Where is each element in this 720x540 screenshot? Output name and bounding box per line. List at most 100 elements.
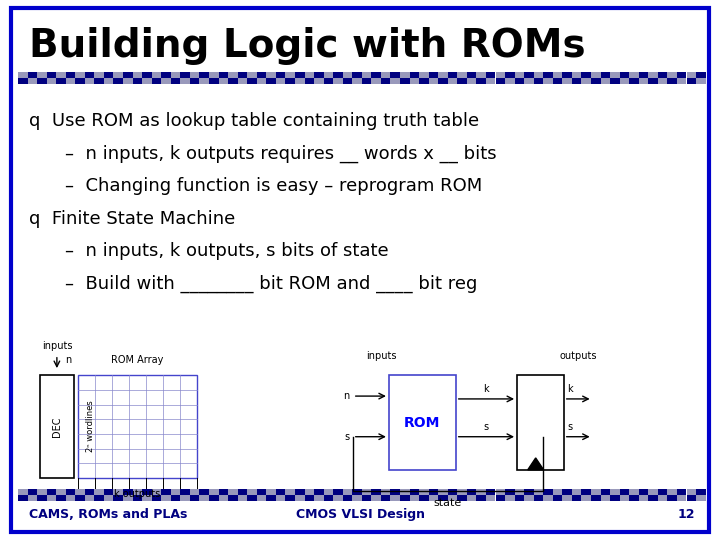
Bar <box>572 72 582 78</box>
Bar <box>238 78 247 84</box>
Bar <box>467 72 477 78</box>
Bar <box>381 495 390 501</box>
Bar <box>305 78 314 84</box>
Bar <box>76 72 85 78</box>
Text: –  n inputs, k outputs, s bits of state: – n inputs, k outputs, s bits of state <box>65 242 388 260</box>
Text: s: s <box>344 431 349 442</box>
Bar <box>438 495 448 501</box>
Bar <box>123 489 132 495</box>
Bar <box>419 72 428 78</box>
Text: k outputs: k outputs <box>114 489 161 499</box>
Bar <box>410 78 419 84</box>
Bar <box>667 489 677 495</box>
Bar <box>323 495 333 501</box>
Bar <box>477 489 486 495</box>
Bar <box>142 495 152 501</box>
Bar <box>352 495 361 501</box>
Text: CAMS, ROMs and PLAs: CAMS, ROMs and PLAs <box>29 508 187 521</box>
Bar <box>56 495 66 501</box>
Bar <box>648 72 658 78</box>
Bar <box>219 495 228 501</box>
Bar <box>161 78 171 84</box>
Bar <box>76 489 85 495</box>
Bar <box>66 495 76 501</box>
Bar <box>544 78 553 84</box>
Bar <box>372 72 381 78</box>
Bar <box>37 495 47 501</box>
Bar <box>658 489 667 495</box>
Bar <box>37 72 47 78</box>
Text: 2ⁿ wordlines: 2ⁿ wordlines <box>86 401 95 453</box>
Bar <box>228 78 238 84</box>
Bar <box>295 72 305 78</box>
Bar <box>56 78 66 84</box>
Text: s: s <box>567 422 572 432</box>
Bar <box>305 72 314 78</box>
Bar <box>361 72 372 78</box>
Bar <box>343 495 352 501</box>
Bar <box>610 72 620 78</box>
Bar <box>390 78 400 84</box>
Bar <box>553 78 562 84</box>
Bar <box>152 78 161 84</box>
Bar <box>333 489 343 495</box>
Bar <box>199 78 209 84</box>
Bar <box>247 495 257 501</box>
Bar <box>410 72 419 78</box>
Bar <box>457 495 467 501</box>
Bar <box>639 72 648 78</box>
Bar <box>390 72 400 78</box>
Bar <box>132 78 142 84</box>
Bar <box>132 489 142 495</box>
Bar <box>352 489 361 495</box>
Bar <box>114 489 123 495</box>
Bar <box>477 72 486 78</box>
Bar <box>381 489 390 495</box>
Bar <box>639 489 648 495</box>
Bar <box>18 489 27 495</box>
Bar <box>343 72 352 78</box>
Bar <box>544 495 553 501</box>
Bar <box>562 72 572 78</box>
Bar <box>180 72 190 78</box>
Bar <box>94 489 104 495</box>
Bar <box>524 72 534 78</box>
Bar <box>428 495 438 501</box>
Bar <box>534 72 544 78</box>
Bar <box>620 489 629 495</box>
Bar <box>457 489 467 495</box>
Bar <box>448 489 457 495</box>
Bar <box>47 495 56 501</box>
Bar <box>467 489 477 495</box>
Text: outputs: outputs <box>559 352 597 361</box>
Bar <box>696 495 706 501</box>
Bar <box>448 72 457 78</box>
Bar <box>486 495 495 501</box>
Bar <box>343 78 352 84</box>
Bar <box>123 78 132 84</box>
Bar <box>620 72 629 78</box>
Bar <box>314 489 323 495</box>
Bar <box>390 489 400 495</box>
Bar <box>132 72 142 78</box>
Bar <box>199 489 209 495</box>
Bar <box>553 72 562 78</box>
Bar <box>199 72 209 78</box>
Bar <box>276 495 285 501</box>
Bar <box>620 495 629 501</box>
Bar <box>152 495 161 501</box>
Bar <box>591 489 600 495</box>
Text: ROM Array: ROM Array <box>111 355 163 365</box>
Bar <box>85 495 94 501</box>
Bar <box>238 495 247 501</box>
Bar <box>428 78 438 84</box>
Bar <box>209 78 219 84</box>
Bar <box>639 495 648 501</box>
Bar <box>132 495 142 501</box>
Bar <box>438 489 448 495</box>
Bar <box>47 489 56 495</box>
Bar <box>686 495 696 501</box>
Bar <box>667 72 677 78</box>
Bar <box>257 72 266 78</box>
Text: n: n <box>66 355 72 365</box>
